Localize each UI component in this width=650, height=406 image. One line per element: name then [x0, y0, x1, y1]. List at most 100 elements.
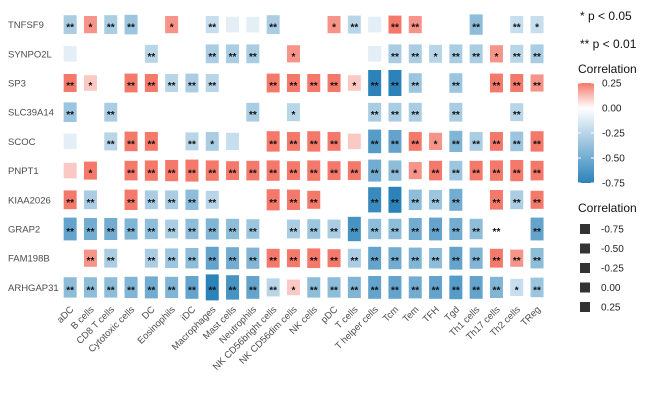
cell-synpo2l-t-helper-cells — [368, 46, 382, 62]
cell-synpo2l-t-cells — [347, 46, 361, 61]
cell-arhgap31-b-cells — [83, 277, 97, 298]
size-legend-swatch — [580, 282, 590, 293]
sig-mark-kiaa2026-treg: ** — [533, 198, 541, 209]
cell-tnfsf9-treg — [530, 16, 544, 34]
sig-mark-grap2-adc: ** — [66, 227, 74, 238]
sig-mark-fam198b-tgd: ** — [452, 256, 460, 267]
sig-mark-pnpt1-th2-cells: ** — [513, 169, 521, 180]
sig-mark-grap2-eosinophils: ** — [168, 227, 176, 238]
sig-mark-sp3-b-cells: * — [88, 81, 92, 92]
sig-mark-grap2-dc: ** — [147, 227, 155, 238]
sig-mark-fam198b-neutrophils: ** — [249, 256, 257, 267]
cell-scoc-th2-cells — [510, 131, 524, 152]
sig-mark-slc39a14-th2-cells: ** — [513, 110, 521, 121]
cell-fam198b-idc — [185, 248, 199, 269]
cell-kiaa2026-neutrophils — [246, 192, 260, 207]
cell-grap2-idc — [185, 218, 199, 240]
col-label-tem: Tem — [401, 304, 422, 325]
sig-mark-kiaa2026-b-cells: ** — [87, 198, 95, 209]
size-legend-swatch — [580, 263, 590, 273]
sig-note-one-star: * p < 0.05 — [580, 9, 632, 23]
sig-mark-pnpt1-nk-cd56dim-cells: ** — [290, 169, 298, 180]
cell-sp3-nk-cells — [307, 74, 321, 92]
cell-pnpt1-macrophages — [205, 160, 219, 181]
cell-arhgap31-pdc — [327, 277, 341, 298]
cell-scoc-nk-cd56bright-cells — [266, 131, 280, 152]
cell-arhgap31-tem — [408, 276, 422, 299]
sig-mark-sp3-treg: ** — [533, 81, 541, 92]
sig-mark-fam198b-th1-cells: ** — [472, 256, 480, 267]
cell-sp3-adc — [63, 74, 77, 92]
cell-slc39a14-th17-cells — [489, 105, 503, 120]
sig-mark-kiaa2026-nk-cells: ** — [310, 198, 318, 209]
sig-mark-kiaa2026-cytotoxic-cells: ** — [127, 198, 135, 209]
cell-tnfsf9-neutrophils — [246, 16, 260, 33]
sig-mark-grap2-pdc: ** — [330, 227, 338, 238]
sig-mark-scoc-treg: ** — [533, 139, 541, 150]
cell-synpo2l-nk-cells — [307, 46, 321, 61]
sig-mark-slc39a14-tgd: ** — [452, 110, 460, 121]
cell-tnfsf9-t-cells — [347, 15, 361, 34]
cell-sp3-cd8-t-cells — [104, 76, 118, 90]
size-legend-swatch — [580, 243, 590, 254]
cell-arhgap31-mast-cells — [226, 275, 240, 300]
color-tick-label: -0.50 — [602, 154, 625, 165]
sig-mark-scoc-th17-cells: ** — [493, 139, 501, 150]
sig-mark-kiaa2026-dc: ** — [147, 198, 155, 209]
sig-mark-arhgap31-pdc: ** — [330, 285, 338, 296]
cell-sp3-eosinophils — [165, 74, 179, 92]
sig-mark-pnpt1-idc: ** — [188, 169, 196, 180]
sig-mark-tnfsf9-macrophages: ** — [208, 23, 216, 34]
cell-synpo2l-tcm — [388, 44, 402, 64]
sig-mark-slc39a14-tem: ** — [411, 110, 419, 121]
sig-mark-synpo2l-dc: ** — [147, 52, 155, 63]
sig-mark-arhgap31-tgd: ** — [452, 285, 460, 296]
cell-synpo2l-treg — [530, 44, 544, 64]
sig-mark-kiaa2026-nk-cd56bright-cells: ** — [269, 198, 277, 209]
cell-scoc-pdc — [327, 132, 341, 151]
cell-arhgap31-th1-cells — [469, 276, 483, 299]
cell-pnpt1-nk-cd56bright-cells — [266, 160, 280, 181]
cell-sp3-macrophages — [205, 74, 219, 92]
sig-mark-fam198b-nk-cd56dim-cells: ** — [290, 256, 298, 267]
cell-scoc-tcm — [388, 130, 402, 153]
sig-mark-fam198b-nk-cd56bright-cells: ** — [269, 256, 277, 267]
sig-mark-grap2-mast-cells: ** — [229, 227, 237, 238]
sig-mark-scoc-nk-cd56dim-cells: ** — [290, 139, 298, 150]
cell-fam198b-mast-cells — [226, 247, 240, 270]
cell-slc39a14-th2-cells — [510, 103, 524, 122]
cell-sp3-th2-cells — [510, 74, 524, 92]
cell-tnfsf9-nk-cd56dim-cells — [286, 17, 300, 32]
sig-mark-fam198b-treg: ** — [533, 256, 541, 267]
sig-mark-fam198b-cd8-t-cells: ** — [107, 256, 115, 267]
sig-mark-scoc-tgd: ** — [452, 139, 460, 150]
sig-mark-scoc-th2-cells: ** — [513, 139, 521, 150]
cell-fam198b-neutrophils — [246, 247, 260, 269]
color-legend-title: Correlation — [578, 62, 637, 76]
cell-tnfsf9-tem — [408, 16, 422, 34]
sig-mark-fam198b-nk-cells: ** — [310, 256, 318, 267]
cell-fam198b-cd8-t-cells — [104, 248, 118, 268]
cell-arhgap31-tcm — [388, 276, 402, 299]
cell-scoc-th1-cells — [469, 132, 483, 151]
cell-sp3-t-helper-cells — [368, 70, 382, 96]
row-label-arhgap31: ARHGAP31 — [8, 283, 59, 294]
cell-grap2-adc — [63, 217, 77, 241]
sig-mark-fam198b-tfh: ** — [432, 256, 440, 267]
cell-kiaa2026-dc — [144, 190, 158, 210]
cell-fam198b-th17-cells — [489, 248, 503, 268]
sig-mark-slc39a14-cd8-t-cells: ** — [107, 110, 115, 121]
cell-kiaa2026-tfh — [429, 190, 443, 210]
sig-mark-synpo2l-tgd: ** — [452, 52, 460, 63]
significance-marks: ** * ** ** * ** ** * ** ** ** ** ** *** ** ** ** * ** ** * **… — [66, 23, 541, 297]
heatmap-cells — [63, 14, 544, 301]
cell-sp3-tgd — [449, 73, 463, 93]
cell-sp3-nk-cd56bright-cells — [266, 73, 280, 93]
sig-mark-kiaa2026-nk-cd56dim-cells: ** — [290, 198, 298, 209]
cell-scoc-adc — [63, 133, 77, 150]
cell-arhgap31-tgd — [449, 275, 463, 300]
sig-mark-arhgap31-macrophages: ** — [208, 285, 216, 296]
cell-arhgap31-treg — [530, 277, 544, 298]
size-legend-label: -0.25 — [601, 264, 624, 275]
cell-synpo2l-eosinophils — [165, 46, 179, 61]
